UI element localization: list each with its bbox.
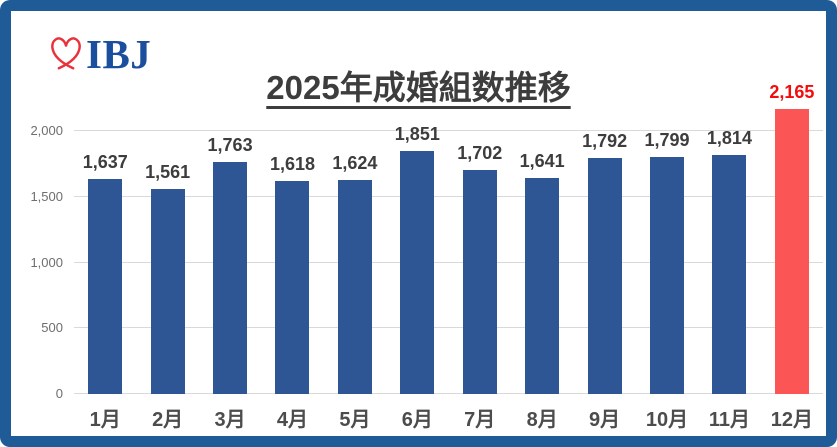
x-tick-label: 10月 — [645, 409, 689, 431]
bar-column: 1,637 — [74, 152, 136, 394]
gridline — [74, 327, 823, 329]
x-tick-label: 12月 — [770, 409, 813, 431]
bar — [650, 157, 684, 394]
x-axis-labels: 1月 2月 3月 4月 5月 6月 7月 8月 9月 10月 11月 12月 — [74, 403, 823, 432]
bar-value-label: 1,561 — [145, 161, 191, 182]
gridline — [74, 393, 823, 394]
bar-column: 1,561 — [136, 162, 198, 394]
bar-value-label: 1,799 — [644, 130, 690, 151]
bar-column: 1,763 — [199, 135, 261, 394]
bar — [150, 188, 185, 394]
bar — [337, 180, 372, 394]
x-tick-label: 2月 — [152, 409, 184, 431]
bar-column: 1,641 — [511, 151, 573, 394]
bar — [525, 178, 560, 394]
y-tick-label: 1,000 — [30, 254, 63, 270]
bar — [774, 109, 809, 394]
x-tick-label: 1月 — [89, 409, 121, 431]
x-tick-label: 11月 — [708, 409, 750, 431]
bar-column: 1,702 — [449, 143, 511, 394]
bar-value-label: 1,637 — [82, 151, 128, 172]
y-tick-label: 500 — [41, 320, 63, 336]
bar-value-label: 1,618 — [269, 154, 315, 175]
bar-value-label: 1,702 — [457, 143, 503, 164]
bar-value-label: 1,641 — [519, 151, 565, 172]
x-tick-label: 8月 — [526, 409, 558, 431]
y-tick-label: 0 — [55, 386, 63, 401]
bar — [462, 170, 497, 394]
x-tick-label: 3月 — [214, 409, 246, 431]
bar — [213, 162, 248, 394]
gridline — [74, 261, 823, 263]
logo-text: IBJ — [86, 30, 152, 77]
bar — [400, 150, 435, 394]
bar-column: 1,792 — [573, 131, 635, 394]
bar-value-label: 1,851 — [394, 123, 440, 144]
bar-value-label: 1,624 — [332, 153, 378, 174]
bar-column: 1,814 — [698, 128, 760, 394]
bar — [712, 155, 747, 394]
bar-column: 1,851 — [386, 124, 448, 394]
bar-column: 1,624 — [324, 153, 386, 394]
chart-title: 2025年成婚組数推移 — [11, 61, 826, 109]
bar-value-label: 1,763 — [207, 135, 253, 156]
x-tick-label: 9月 — [589, 409, 621, 431]
bar-column: 2,165 — [761, 82, 823, 394]
y-axis-labels: 0 500 1,000 1,500 2,000 — [11, 123, 63, 401]
y-tick-label: 2,000 — [30, 123, 63, 138]
bar-series: 1,637 1,561 1,763 1,618 1,624 1,851 1,702 1,641… — [74, 82, 823, 394]
gridline — [74, 130, 823, 131]
plot-area: 1,637 1,561 1,763 1,618 1,624 1,851 1,702 1,641… — [74, 82, 823, 394]
bar-value-label: 1,814 — [706, 128, 752, 149]
gridlines — [74, 130, 823, 394]
bar-column: 1,618 — [261, 154, 323, 394]
gridline — [74, 195, 823, 197]
bar-value-label: 1,792 — [582, 131, 628, 152]
y-tick-label: 1,500 — [30, 188, 63, 204]
x-tick-label: 6月 — [401, 409, 433, 431]
bar — [587, 158, 622, 394]
x-tick-label: 7月 — [464, 409, 496, 431]
chart-title-text: 2025年成婚組数推移 — [266, 69, 571, 106]
ibj-logo: IBJ — [47, 33, 151, 75]
bar-column: 1,799 — [636, 130, 698, 394]
heart-icon — [51, 37, 81, 70]
x-tick-label: 5月 — [339, 409, 371, 431]
bar — [275, 181, 310, 394]
bar — [88, 178, 123, 394]
bar-value-label: 2,165 — [769, 82, 815, 103]
x-tick-label: 4月 — [276, 409, 309, 431]
